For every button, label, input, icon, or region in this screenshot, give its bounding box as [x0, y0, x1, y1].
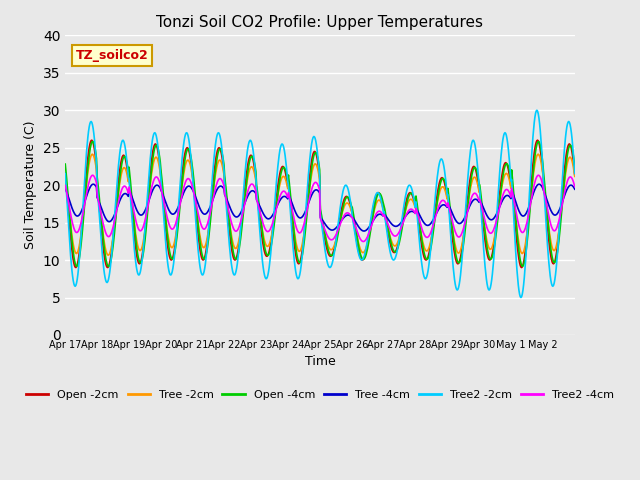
Tree -4cm	[216, 184, 223, 190]
Tree -2cm	[260, 235, 268, 241]
Open -2cm	[61, 170, 69, 176]
Open -2cm	[518, 264, 525, 270]
Tree2 -4cm	[571, 184, 579, 190]
Y-axis label: Soil Temperature (C): Soil Temperature (C)	[24, 121, 37, 250]
Tree2 -2cm	[240, 183, 248, 189]
Open -4cm	[402, 204, 410, 210]
Legend: Open -2cm, Tree -2cm, Open -4cm, Tree -4cm, Tree2 -2cm, Tree2 -4cm: Open -2cm, Tree -2cm, Open -4cm, Tree -4…	[22, 385, 618, 404]
Tree2 -2cm	[215, 130, 223, 136]
Tree2 -2cm	[517, 295, 525, 300]
Tree -2cm	[534, 151, 542, 157]
Tree2 -2cm	[372, 191, 380, 197]
Line: Open -2cm: Open -2cm	[65, 140, 575, 267]
Tree -4cm	[571, 186, 579, 192]
Open -2cm	[215, 145, 223, 151]
Tree -4cm	[241, 201, 248, 206]
Tree -4cm	[122, 191, 129, 196]
Tree -2cm	[241, 196, 248, 202]
Tree -4cm	[360, 228, 368, 234]
Tree -4cm	[402, 213, 410, 218]
Open -2cm	[259, 242, 267, 248]
Open -2cm	[372, 193, 380, 199]
Tree -2cm	[122, 167, 129, 172]
Tree2 -4cm	[89, 172, 97, 178]
Title: Tonzi Soil CO2 Profile: Upper Temperatures: Tonzi Soil CO2 Profile: Upper Temperatur…	[157, 15, 483, 30]
Tree2 -2cm	[571, 171, 579, 177]
Tree2 -4cm	[122, 184, 129, 190]
Tree2 -4cm	[61, 183, 69, 189]
Open -2cm	[534, 137, 541, 143]
Tree -4cm	[374, 212, 381, 218]
Open -2cm	[571, 172, 579, 178]
Tree -4cm	[90, 181, 97, 187]
Tree2 -2cm	[259, 264, 267, 270]
Open -4cm	[374, 192, 381, 198]
Tree2 -4cm	[260, 223, 268, 229]
Open -2cm	[401, 205, 408, 211]
Tree2 -4cm	[402, 212, 410, 218]
Tree -2cm	[571, 173, 579, 179]
Open -4cm	[571, 164, 579, 169]
Text: TZ_soilco2: TZ_soilco2	[76, 49, 148, 62]
Open -4cm	[61, 161, 69, 167]
Tree -2cm	[216, 157, 223, 163]
Tree2 -2cm	[121, 144, 129, 149]
Tree2 -4cm	[241, 202, 248, 207]
Tree -2cm	[104, 252, 112, 258]
Tree -2cm	[61, 172, 69, 178]
Line: Tree2 -4cm: Tree2 -4cm	[65, 175, 575, 241]
Open -2cm	[240, 194, 248, 200]
Tree2 -2cm	[533, 108, 541, 113]
Tree2 -4cm	[374, 209, 381, 215]
Tree2 -4cm	[216, 176, 223, 181]
Tree2 -4cm	[360, 239, 367, 244]
Tree -2cm	[401, 208, 409, 214]
Line: Tree -2cm: Tree -2cm	[65, 154, 575, 255]
Tree -2cm	[373, 199, 381, 205]
Line: Open -4cm: Open -4cm	[65, 142, 575, 266]
Open -4cm	[89, 139, 97, 144]
Tree2 -2cm	[401, 198, 408, 204]
Open -4cm	[104, 264, 112, 269]
Open -2cm	[121, 155, 129, 160]
Open -4cm	[241, 191, 249, 197]
Tree -4cm	[61, 186, 69, 192]
Line: Tree2 -2cm: Tree2 -2cm	[65, 110, 575, 298]
Open -4cm	[216, 146, 224, 152]
Tree -4cm	[260, 212, 268, 217]
Tree2 -2cm	[61, 171, 69, 177]
Open -4cm	[260, 244, 268, 250]
X-axis label: Time: Time	[305, 355, 335, 368]
Open -4cm	[122, 157, 130, 163]
Line: Tree -4cm: Tree -4cm	[65, 184, 575, 231]
